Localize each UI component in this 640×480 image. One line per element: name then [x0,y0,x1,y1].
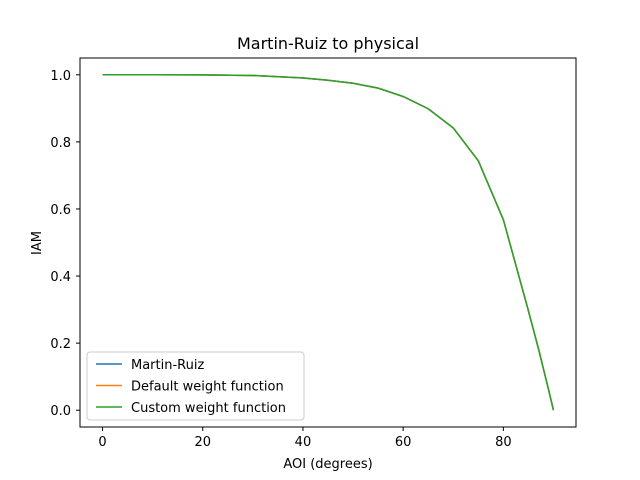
x-axis: 0 20 40 60 80 [98,427,512,450]
legend-label: Martin-Ruiz [131,358,204,373]
y-tick-label: 0.4 [50,270,71,285]
y-axis: 0.0 0.2 0.4 0.6 0.8 1.0 [50,69,80,419]
legend-box [86,351,305,421]
legend-label: Custom weight function [131,401,286,416]
plot-frame [79,57,577,428]
x-axis-label: AOI (degrees) [283,457,372,472]
y-tick-label: 0.6 [50,203,71,218]
y-tick-label: 0.8 [50,136,71,151]
series-layer [102,74,555,411]
y-tick-label: 0.0 [50,404,71,419]
chart-title: Martin-Ruiz to physical [237,34,419,53]
y-axis-label: IAM [30,231,45,255]
y-tick-label: 1.0 [50,69,71,84]
x-tick-label: 80 [495,435,512,450]
x-tick-label: 0 [98,435,106,450]
x-tick-label: 60 [395,435,412,450]
series-line-3 [102,74,555,411]
x-tick-label: 40 [295,435,312,450]
y-tick-label: 0.2 [50,337,71,352]
legend-label: Default weight function [131,380,284,395]
legend: Martin-Ruiz Default weight function Custom… [86,351,305,421]
x-tick-label: 20 [194,435,211,450]
